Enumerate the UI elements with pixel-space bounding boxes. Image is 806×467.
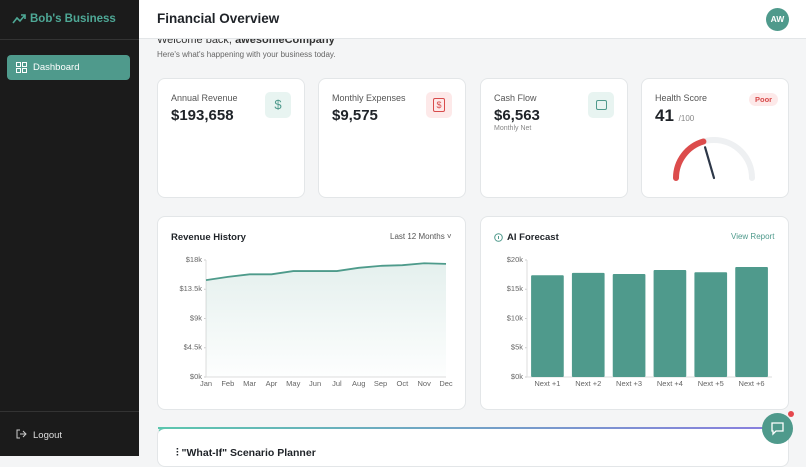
y-tick-label: $15k [507, 284, 524, 293]
nav-dashboard[interactable]: Dashboard [7, 55, 130, 80]
logout[interactable]: Logout [16, 429, 62, 441]
stat-value: $9,575 [332, 107, 378, 124]
avatar[interactable]: AW [766, 8, 789, 31]
y-tick-label: $4.5k [184, 343, 203, 352]
stat-label: Monthly Expenses [332, 93, 406, 103]
bar [653, 269, 687, 377]
page-title: Financial Overview [157, 11, 280, 26]
y-tick-label: $0k [190, 372, 202, 381]
bar [571, 272, 605, 377]
x-tick-label: Next +3 [616, 379, 642, 388]
status-badge: Poor [749, 93, 779, 106]
x-tick-label: Next +1 [534, 379, 560, 388]
range-select[interactable]: Last 12 Months ˅ [390, 232, 452, 241]
chart-layer: $0k $4.5k $9k $13.5k $18k Jan Feb Mar Apr May Jun J… [179, 137, 772, 388]
stat-card: Monthly Expenses $9,575 $ [318, 78, 466, 198]
x-tick-label: Feb [221, 379, 234, 388]
health-label: Health Score [655, 93, 708, 103]
subtitle: Here's what's happening with your busine… [157, 50, 336, 59]
bar [694, 272, 728, 377]
gauge-value [673, 138, 707, 181]
y-tick-label: $10k [507, 313, 524, 322]
logout-icon [16, 429, 27, 439]
view-report[interactable]: View Report [731, 232, 775, 241]
bar [735, 267, 768, 377]
x-tick-label: Next +4 [657, 379, 683, 388]
nav-icon [16, 62, 27, 73]
x-tick-label: Dec [439, 379, 453, 388]
x-tick-label: Aug [352, 379, 365, 388]
gauge-track [673, 137, 755, 181]
health-score: 41 /100 [655, 106, 694, 126]
bar [612, 274, 646, 377]
y-tick-label: $18k [186, 255, 203, 264]
stat-note: Monthly Net [494, 125, 532, 132]
x-tick-label: Nov [418, 379, 432, 388]
area [206, 263, 446, 377]
line [205, 262, 447, 282]
score: 41 [655, 106, 674, 125]
stat-icon: $ [426, 92, 452, 118]
stat-label: Cash Flow [494, 93, 537, 103]
stat-value: $193,658 [171, 107, 234, 124]
x-tick-label: Next +2 [575, 379, 601, 388]
chat-button[interactable] [762, 411, 794, 444]
stat-icon: $ [265, 92, 291, 118]
y-tick-label: $9k [190, 313, 202, 322]
chart-title: Revenue History [171, 232, 246, 243]
logout-label: Logout [33, 430, 63, 441]
x-tick-label: Jan [200, 379, 212, 388]
x-tick-label: Apr [266, 379, 278, 388]
stat-card: Annual Revenue $193,658 $ [157, 78, 305, 198]
x-tick-label: Mar [243, 379, 256, 388]
forecast-icon [494, 233, 503, 242]
x-tick-label: Next +6 [739, 379, 765, 388]
sidebar: Bob's Business Dashboard Logout [0, 0, 139, 456]
stat-label: Annual Revenue [171, 93, 238, 103]
brand-icon [12, 14, 26, 24]
bar [531, 275, 564, 377]
y-tick-label: $0k [511, 372, 523, 381]
x-tick-label: Jun [309, 379, 321, 388]
stat-value: $6,563 [494, 107, 540, 124]
nav-label: Dashboard [33, 62, 80, 73]
header: Financial Overview AW [139, 0, 806, 39]
gauge-needle [703, 146, 716, 180]
range-label: Last 12 Months [390, 232, 445, 241]
chat-icon [771, 422, 784, 436]
x-tick-label: Sep [374, 379, 387, 388]
chart-title: AI Forecast [507, 232, 559, 243]
y-tick-label: $13.5k [179, 284, 202, 293]
brand: Bob's Business [30, 13, 116, 25]
x-tick-label: Oct [397, 379, 410, 388]
score-max: /100 [678, 114, 695, 123]
y-tick-label: $5k [511, 343, 523, 352]
x-tick-label: May [286, 379, 300, 388]
y-tick-label: $20k [507, 255, 524, 264]
stat-icon [588, 92, 614, 118]
x-tick-label: Jul [332, 379, 342, 388]
stat-card: Cash Flow $6,563 Monthly Net [480, 78, 628, 198]
x-tick-label: Next +5 [698, 379, 724, 388]
